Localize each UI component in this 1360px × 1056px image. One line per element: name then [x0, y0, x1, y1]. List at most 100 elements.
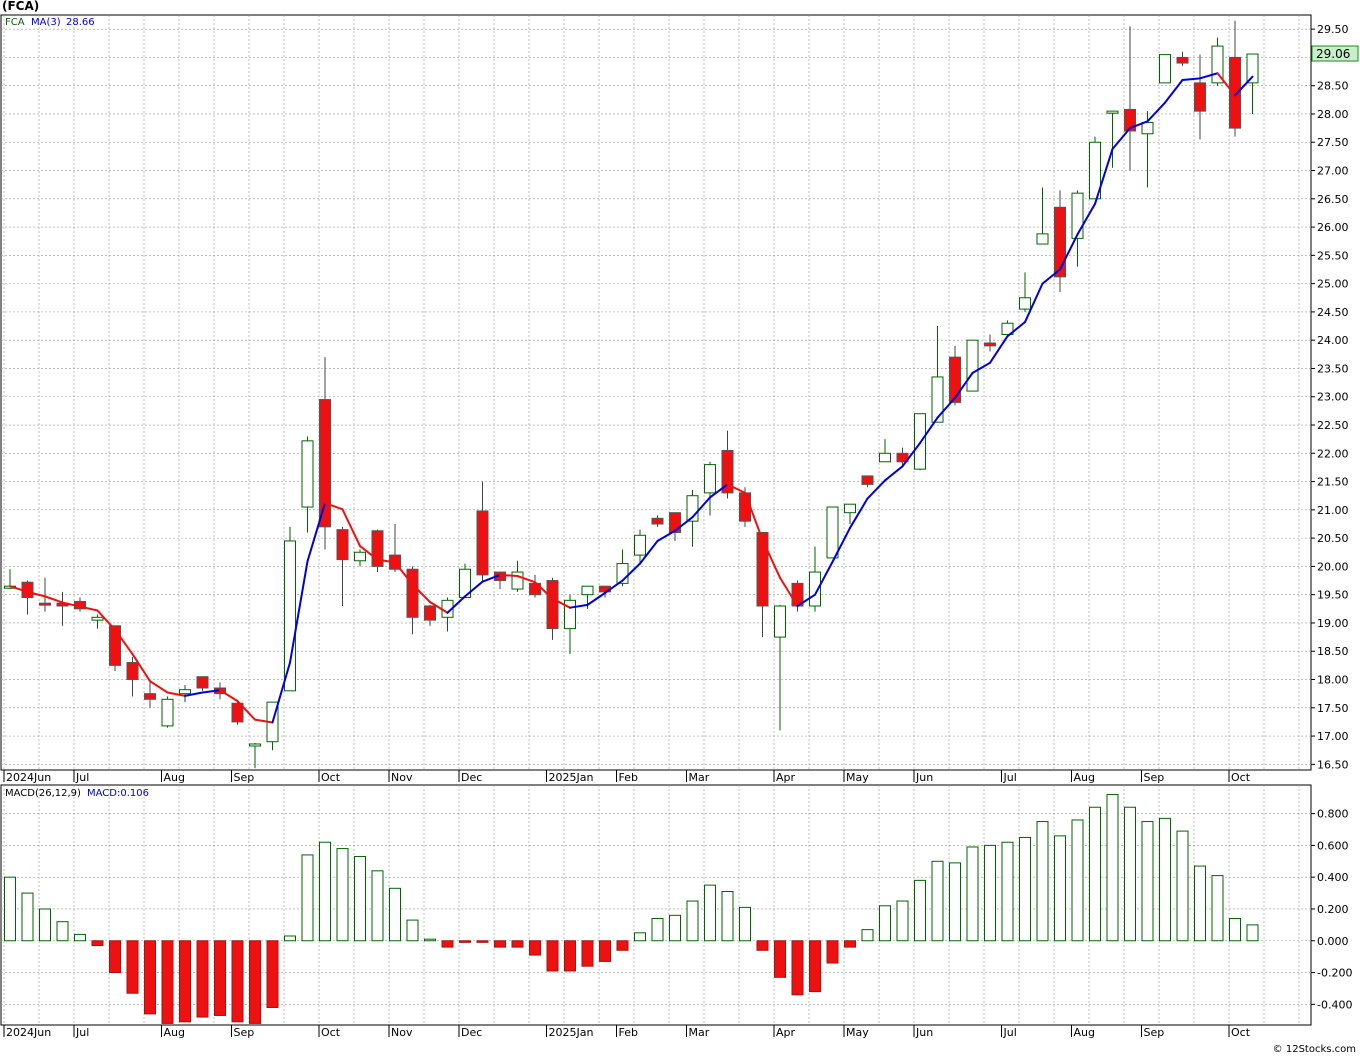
macd-bar [389, 887, 401, 942]
macd-axis-label: 0.200 [1317, 903, 1349, 916]
macd-x-axis-label: Dec [461, 1026, 482, 1039]
macd-bar [1159, 817, 1171, 942]
macd-bar [476, 940, 489, 943]
ma-segment [604, 579, 624, 594]
macd-bar [1036, 821, 1049, 942]
ma-segment [254, 718, 274, 724]
candle [861, 475, 874, 488]
macd-bar [1106, 794, 1119, 942]
macd-bar [984, 844, 996, 942]
ma-segment [761, 538, 781, 579]
price-axis-label: 20.50 [1317, 532, 1349, 545]
candle-body [966, 339, 979, 392]
candle [319, 357, 331, 550]
candle [809, 546, 821, 612]
candle-body [704, 464, 716, 494]
price-axis-label: 26.00 [1317, 221, 1349, 234]
candle-body [301, 440, 314, 508]
price-axis-label: 28.50 [1317, 80, 1349, 93]
candle [1001, 320, 1014, 338]
x-axis-label: Jun [915, 771, 933, 784]
macd-bar [1001, 841, 1014, 942]
ma-segment [499, 573, 519, 578]
candle [179, 685, 191, 703]
candle [144, 682, 156, 708]
candle [774, 604, 786, 731]
candle [1036, 187, 1049, 245]
candle-body [231, 702, 244, 723]
candle-body [196, 676, 209, 689]
price-axis-label: 24.50 [1317, 306, 1349, 319]
macd-bar [336, 848, 349, 942]
ma-segment [149, 680, 169, 694]
candle [826, 506, 839, 559]
ma-segment [1006, 321, 1026, 338]
legend-ma-label: MA(3) [31, 17, 61, 28]
candle [1124, 26, 1136, 171]
ma-segment [341, 508, 361, 548]
macd-x-axis-label: Oct [321, 1026, 341, 1039]
ma-segment [376, 558, 396, 564]
price-axis-label: 18.00 [1317, 674, 1349, 687]
ma-segment [831, 526, 851, 563]
price-axis-label: 22.00 [1317, 447, 1349, 460]
macd-x-axis-label: Jun [915, 1026, 933, 1039]
ma-segment [1024, 282, 1044, 324]
ma-segment [1234, 75, 1254, 97]
macd-bar [791, 940, 804, 996]
candle-body [861, 475, 874, 485]
macd-axis-label: 0.800 [1317, 808, 1349, 821]
macd-bar [599, 940, 611, 962]
macd-bar [1211, 875, 1224, 942]
x-axis-label: May [846, 771, 869, 784]
macd-bar [896, 900, 909, 942]
candle-body [826, 506, 839, 559]
ma-segment [1094, 148, 1114, 205]
ma-segment [744, 491, 764, 541]
macd-bar [4, 876, 16, 942]
price-axis-label: 24.00 [1317, 334, 1349, 347]
candle-body [354, 551, 366, 562]
candle [844, 503, 856, 524]
macd-bar [564, 940, 576, 972]
macd-bar [231, 940, 244, 1023]
ma-segment [1181, 77, 1201, 82]
macd-bar [931, 860, 944, 942]
candle-body [1124, 108, 1136, 132]
candle [1246, 53, 1259, 114]
macd-x-axis-label: Aug [164, 1026, 185, 1039]
macd-bar [74, 933, 86, 942]
macd-x-axis-label: May [846, 1026, 869, 1039]
macd-bar [441, 940, 454, 948]
candle-body [1194, 82, 1206, 112]
candle [984, 334, 996, 352]
macd-bar [826, 940, 839, 964]
candle [704, 461, 716, 516]
ma-segment [219, 689, 239, 703]
ma-segment [709, 483, 729, 499]
macd-bar [21, 892, 34, 942]
price-axis-label: 16.50 [1317, 758, 1349, 771]
candle-body [91, 616, 104, 621]
x-axis-label: Sep [1144, 771, 1165, 784]
candle [161, 696, 174, 728]
candle [196, 676, 209, 691]
candle-body [1106, 110, 1119, 114]
macd-bar [56, 921, 69, 942]
x-axis-label: Jul [1003, 771, 1017, 784]
candle-body [1246, 53, 1259, 84]
macd-histogram [4, 794, 1259, 1024]
ma-segment [481, 573, 501, 583]
x-axis-label: Aug [1074, 771, 1095, 784]
ma-segment [96, 609, 116, 631]
candle-body [739, 492, 751, 522]
ma-segment [534, 581, 554, 600]
x-axis-label: 2025Jan [549, 771, 594, 784]
price-axis-label: 28.00 [1317, 108, 1349, 121]
candle-body [984, 342, 996, 347]
candle-body [109, 625, 121, 666]
candle-body [1036, 233, 1049, 245]
macd-bar [214, 940, 226, 1016]
candle-body [406, 568, 419, 618]
ma-segment [919, 416, 939, 445]
